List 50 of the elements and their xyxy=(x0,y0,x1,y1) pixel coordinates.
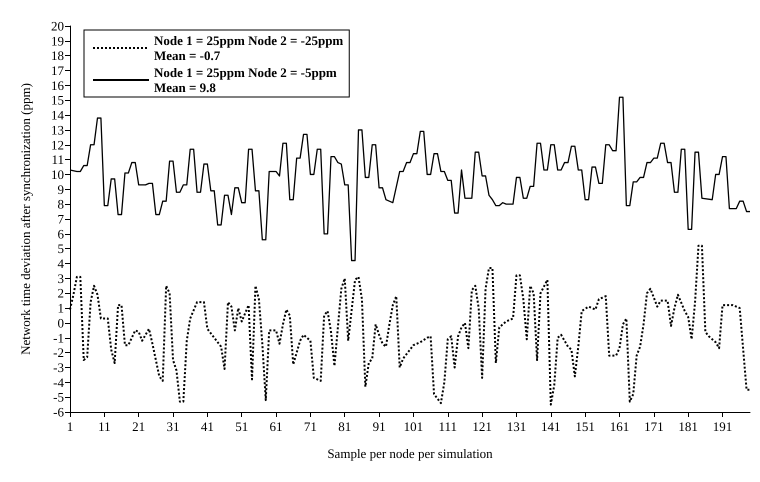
y-tick-label: 6 xyxy=(58,226,64,242)
x-tick-label: 151 xyxy=(575,419,595,434)
y-tick-label: -3 xyxy=(53,360,64,375)
x-tick-label: 21 xyxy=(132,419,146,434)
x-tick-label: 11 xyxy=(98,419,111,434)
y-tick-label: 16 xyxy=(51,78,64,93)
y-tick-label: 4 xyxy=(58,256,64,272)
y-tick-label: 2 xyxy=(58,286,64,301)
x-tick-label: 61 xyxy=(270,419,283,434)
y-tick-label: 10 xyxy=(51,166,64,182)
y-tick-label: -5 xyxy=(53,390,64,405)
y-tick-label: -6 xyxy=(53,404,64,420)
y-tick-label: 0 xyxy=(58,315,64,330)
x-tick-label: 161 xyxy=(610,419,630,434)
x-tick-label: 51 xyxy=(235,419,248,434)
y-tick-label: 17 xyxy=(51,63,64,78)
x-tick-label: 31 xyxy=(166,419,180,434)
y-tick-label: 14 xyxy=(51,108,64,123)
y-axis-title: Network time deviation after synchronization (ppm) xyxy=(18,83,33,355)
x-tick-label: 111 xyxy=(438,419,458,434)
x-tick-label: 131 xyxy=(506,419,526,434)
x-tick-label: 141 xyxy=(541,419,561,434)
x-tick-label: 101 xyxy=(404,419,424,434)
y-tick-label: -4 xyxy=(53,374,64,390)
y-tick-label: -2 xyxy=(53,345,64,360)
x-tick-label: 121 xyxy=(472,419,492,434)
legend-label: Node 1 = 25ppm Node 2 = -5ppm Mean = 9.8 xyxy=(154,65,337,95)
x-axis-title: Sample per node per simulation xyxy=(327,446,494,461)
y-tick-label: 7 xyxy=(58,212,64,226)
y-tick-label: 20 xyxy=(51,18,64,34)
y-tick-label: 13 xyxy=(51,122,64,138)
y-tick-label: 9 xyxy=(58,182,64,197)
x-tick-label: 91 xyxy=(372,419,386,434)
y-tick-label: 3 xyxy=(58,270,64,286)
y-tick-label: 12 xyxy=(51,137,64,152)
y-tick-label: 1 xyxy=(58,300,64,316)
y-tick-label: 11 xyxy=(51,152,64,168)
x-tick-label: 171 xyxy=(644,419,664,434)
x-tick-label: 191 xyxy=(712,419,732,434)
y-tick-label: 5 xyxy=(58,241,64,256)
y-tick-label: 8 xyxy=(58,196,64,212)
legend-label: Node 1 = 25ppm Node 2 = -25ppm Mean = -0.7 xyxy=(154,33,344,63)
x-tick-label: 71 xyxy=(304,419,317,434)
y-tick-label: 19 xyxy=(51,33,64,48)
y-tick-label: -1 xyxy=(53,330,64,346)
x-tick-label: 181 xyxy=(678,419,698,434)
x-tick-label: 81 xyxy=(338,419,352,434)
x-tick-label: 41 xyxy=(200,419,214,434)
y-tick-label: 15 xyxy=(51,92,64,108)
y-tick-label: 18 xyxy=(51,48,64,64)
